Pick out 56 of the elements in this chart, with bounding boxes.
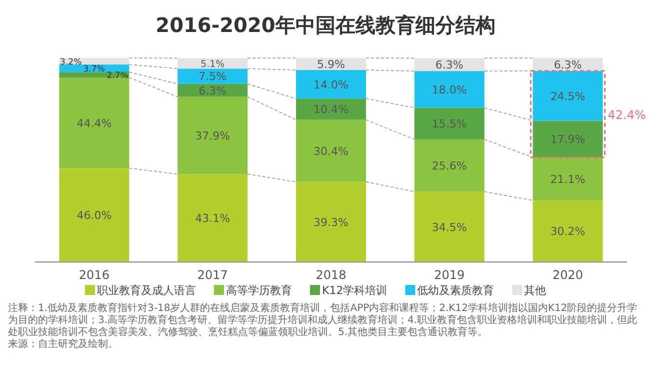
text: 注释：1.低幼及素质教育指针对3-18岁人群的在线启蒙及素质教育培训，包括APP内容和课程等；2.K12学科培训指以国内K12阶段的提分升学为目的的学科培训；3.高等学历教育包含考研、留学等学历提升培训和成人继续教育培训；4.职业教育包含职业资格培训和职业技能培训，但此处职业技能培训不包含美容美发、汽修驾驶、烹饪糕点等偏蓝领职业培训。5.其他类目主要包含通识教育等。 — [8, 303, 638, 338]
data-label: 6.3% — [435, 58, 464, 72]
data-label: 43.1% — [195, 212, 230, 225]
data-label: 44.4% — [76, 116, 112, 130]
bar — [178, 58, 248, 69]
data-label: 46.0% — [76, 209, 112, 222]
data-label: 37.9% — [195, 129, 230, 142]
data-label: 21.1% — [550, 172, 586, 186]
bar — [414, 108, 484, 140]
data-label: 17.9% — [550, 133, 586, 146]
legend-label: 低幼及素质教育 — [417, 284, 494, 297]
data-label: 3.7% — [83, 64, 106, 74]
bar — [532, 200, 603, 262]
data-label: 6.3% — [554, 58, 582, 72]
data-label: 39.3% — [314, 216, 348, 229]
bar — [296, 120, 366, 182]
bar — [59, 168, 130, 262]
data-label: 5.1% — [200, 58, 225, 70]
bar — [532, 157, 603, 200]
bar — [414, 139, 484, 192]
data-label: 30.2% — [550, 225, 586, 238]
legend-label: 高等学历教育 — [226, 284, 292, 297]
legend-label: 职业教育及成人语言 — [97, 284, 196, 297]
chart-title: 2016-2020年中国在线教育细分结构 — [156, 13, 496, 37]
bar — [296, 182, 366, 262]
bar — [414, 192, 484, 262]
data-label: 7.5% — [198, 70, 227, 84]
data-label: 24.5% — [550, 90, 586, 103]
x-tick-label: 2020 — [552, 268, 584, 282]
bar — [178, 174, 248, 262]
bar — [296, 70, 366, 99]
data-label: 6.3% — [198, 84, 227, 98]
x-tick-label: 2017 — [197, 268, 228, 282]
data-label: 15.5% — [432, 118, 467, 131]
bar — [59, 78, 130, 168]
bar — [178, 96, 248, 174]
bar — [178, 68, 248, 84]
data-label: 10.4% — [314, 103, 348, 116]
data-label: 18.0% — [432, 83, 467, 96]
bar — [532, 70, 603, 121]
annotation: 42.4% — [608, 108, 646, 122]
data-label: 5.9% — [317, 58, 345, 71]
data-label: 34.5% — [432, 220, 467, 234]
data-label: 25.6% — [432, 159, 467, 172]
x-tick-label: 2019 — [434, 268, 465, 282]
bar — [532, 120, 603, 158]
legend-label: K12学科培训 — [322, 284, 388, 297]
legend-label: 其他 — [524, 284, 546, 297]
data-label: 2.7% — [106, 70, 128, 81]
source-note: 来源：自主研究及绘制。 — [8, 339, 119, 351]
data-label: 30.4% — [314, 144, 348, 158]
x-tick-label: 2018 — [316, 268, 346, 282]
bar — [296, 98, 366, 120]
x-tick-label: 2016 — [78, 268, 110, 282]
bar — [414, 71, 484, 108]
data-label: 14.0% — [314, 78, 348, 92]
